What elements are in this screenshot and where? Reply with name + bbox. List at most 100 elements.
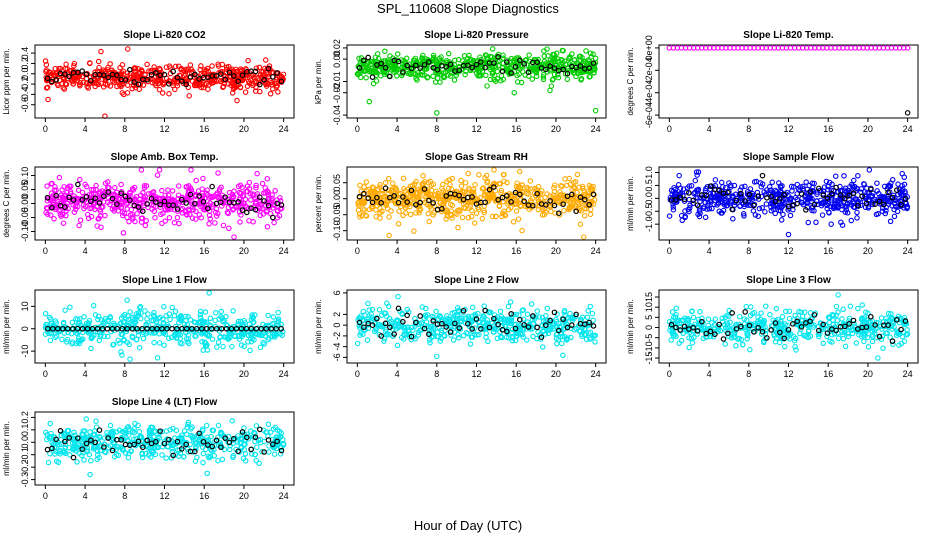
data-point [779,314,786,320]
data-point-black [417,199,423,206]
data-point [135,73,141,80]
data-point [444,178,450,185]
data-point [865,343,872,350]
data-point [275,89,281,95]
data-point [445,50,452,57]
data-point [48,181,54,187]
data-point-black [443,64,449,70]
data-point [361,67,367,74]
data-point-black [356,65,363,71]
chart-title: Slope Line 1 Flow [122,275,207,286]
data-point [239,184,245,191]
data-point [564,182,570,189]
data-point [197,78,203,85]
chart-title: Slope Li-820 Pressure [424,30,529,41]
data-point [444,213,450,219]
data-point-black [192,200,198,207]
data-point [249,191,256,197]
data-point [462,179,469,186]
data-point [262,57,269,63]
data-point-black [79,68,85,74]
data-point-black [144,76,150,83]
data-point [483,172,490,179]
x-tick-label: 8 [122,246,127,256]
data-point [266,199,272,205]
y-tick-label: 2 [332,312,342,317]
data-point [382,179,389,186]
data-point-black [465,62,471,69]
data-point-outlier [511,89,517,96]
y-tick-label: -0.6 [20,97,30,113]
data-point [528,301,535,307]
data-point-black [378,200,384,206]
data-point [585,308,591,314]
data-point-black [187,74,194,80]
x-tick-label: 4 [83,369,88,379]
data-point [67,304,73,310]
data-point [467,341,474,347]
data-point [583,206,589,212]
data-point-black [144,201,150,207]
data-point [541,58,548,65]
data-point-black [378,60,384,67]
data-point [458,183,465,189]
data-point [273,84,280,90]
data-point [127,79,134,86]
data-point [361,199,368,206]
x-tick-label: 0 [43,124,48,134]
data-point [557,189,563,195]
x-tick-label: 20 [239,246,249,256]
data-point [145,311,151,317]
data-point [571,69,578,76]
data-point-black [504,193,510,199]
data-point [411,228,417,234]
data-point [376,306,383,313]
data-point-black [265,202,272,209]
data-point-black [369,74,376,80]
data-point-black [499,68,506,75]
data-point [198,84,204,91]
data-point [209,336,216,342]
data-point [681,198,688,204]
data-point [428,182,435,188]
data-point [420,173,426,179]
data-point [759,205,765,211]
y-tick-label: 0.00 [332,190,342,208]
data-point [458,177,464,184]
data-point [132,65,138,71]
data-point [156,196,162,203]
y-tick-label: 0.0 [644,192,654,205]
data-point [120,230,127,236]
data-point [206,221,212,227]
data-point [476,69,483,75]
data-point [571,184,577,191]
data-point [756,205,763,212]
data-point-black [148,72,155,78]
data-point [670,206,677,213]
data-point [559,183,565,190]
x-tick-label: 24 [591,124,601,134]
data-point [230,308,236,314]
data-point [498,189,504,196]
y-tick-label: 0.0 [20,67,30,80]
data-point [584,314,591,320]
data-point [673,305,679,312]
scatter-series-black [356,54,597,80]
data-point [377,215,383,221]
x-tick-label: 24 [903,246,913,256]
data-point-black [720,336,727,342]
x-tick-label: 20 [863,124,873,134]
data-point [376,184,383,190]
data-point [670,204,677,210]
data-point [132,218,138,225]
data-point-black [361,57,367,64]
data-point [43,67,50,73]
data-point [263,81,269,88]
y-tick-label: 0 [332,323,342,328]
data-point [780,211,786,218]
data-point [490,57,497,63]
data-point [517,184,524,191]
data-point [226,225,232,232]
data-point [60,85,66,91]
data-point-black [226,69,233,76]
